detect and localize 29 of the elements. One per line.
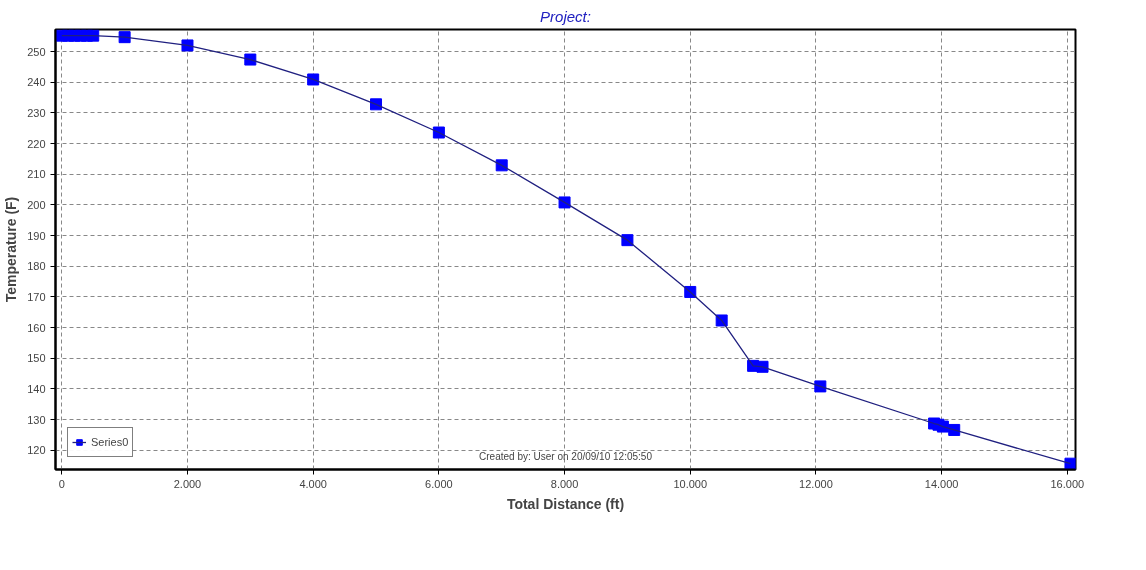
y-tick-label: 120: [27, 444, 46, 457]
point: [87, 29, 100, 42]
y-tick-label: 140: [27, 382, 46, 395]
x-tick-label: 14.000: [924, 477, 959, 490]
y-tick-label: 200: [27, 198, 46, 211]
y-tick-label: 220: [27, 137, 46, 150]
x-axis-title: Total Distance (ft): [506, 495, 625, 512]
x-tick-label: 0: [58, 477, 65, 490]
x-tick-label: 2.000: [173, 477, 202, 490]
y-axis-title: Temperature (F): [3, 196, 20, 303]
y-tick-label: 170: [27, 290, 46, 303]
y-tick-label: 130: [27, 413, 46, 426]
x-tick-label: 16.000: [1050, 477, 1085, 490]
y-tick-label: 240: [27, 76, 46, 89]
legend-label: Series0: [91, 436, 129, 448]
x-tick-label: 4.000: [299, 477, 327, 490]
y-tick-label: 190: [27, 229, 46, 242]
x-tick-label: 12.000: [799, 477, 833, 490]
y-tick-label: 180: [27, 260, 46, 273]
annotation: Created by: User on 20/09/10 12:05:50: [479, 450, 653, 462]
y-tick-label: 160: [27, 321, 46, 334]
y-tick-label: 150: [27, 352, 46, 365]
x-tick-label: 10.000: [673, 477, 708, 490]
y-tick-label: 230: [27, 106, 46, 119]
chart-title: Project:: [540, 7, 591, 25]
x-tick-label: 8.000: [550, 477, 579, 490]
x-tick-label: 6.000: [425, 477, 453, 490]
y-tick-label: 210: [27, 168, 46, 181]
y-tick-label: 250: [27, 45, 46, 58]
